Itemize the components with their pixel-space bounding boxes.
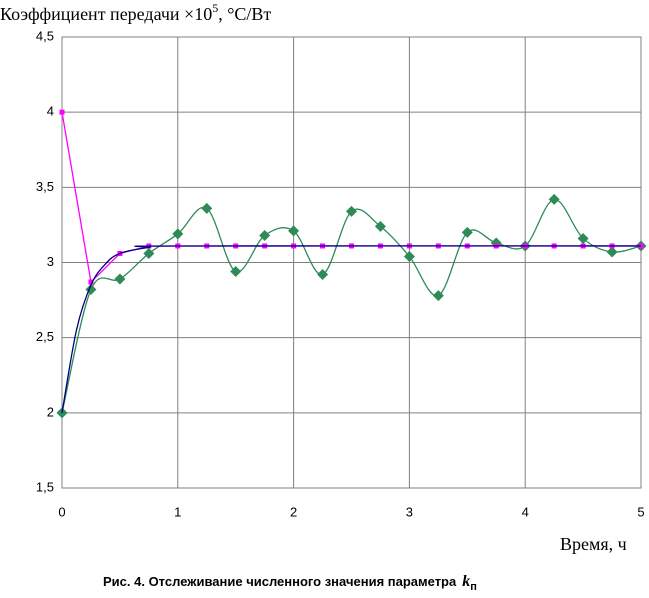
caption-symbol: k bbox=[462, 573, 470, 590]
y-tick-label: 1,5 bbox=[36, 479, 54, 494]
marker bbox=[606, 246, 618, 258]
y-label-sup: 5 bbox=[212, 1, 218, 15]
y-label-text: Коэффициент передачи ×10 bbox=[0, 4, 212, 24]
y-tick-label: 4,5 bbox=[36, 28, 54, 43]
caption: Рис. 4. Отслеживание численного значения… bbox=[103, 573, 477, 593]
caption-sub: п bbox=[470, 581, 477, 593]
marker bbox=[317, 269, 329, 281]
marker bbox=[548, 193, 560, 205]
x-tick-label: 2 bbox=[290, 504, 297, 519]
y-label-unit: , °C/Вт bbox=[218, 4, 271, 24]
marker bbox=[230, 266, 242, 278]
marker bbox=[143, 247, 155, 259]
y-tick-label: 4 bbox=[47, 104, 54, 119]
y-axis-label: Коэффициент передачи ×105, °C/Вт bbox=[0, 1, 271, 24]
x-tick-label: 3 bbox=[406, 504, 413, 519]
marker bbox=[461, 226, 473, 238]
plot-border bbox=[61, 36, 642, 489]
caption-text: Рис. 4. Отслеживание численного значения… bbox=[103, 574, 457, 589]
y-tick-label: 2 bbox=[47, 404, 54, 419]
marker bbox=[201, 202, 213, 214]
x-tick-label: 5 bbox=[637, 504, 644, 519]
x-tick-label: 4 bbox=[522, 504, 529, 519]
marker bbox=[346, 205, 357, 217]
marker bbox=[288, 225, 300, 237]
marker bbox=[114, 273, 126, 285]
x-tick-label: 0 bbox=[58, 504, 65, 519]
x-axis-label: Время, ч bbox=[560, 534, 627, 554]
marker bbox=[259, 229, 271, 241]
marker bbox=[577, 232, 589, 244]
y-tick-label: 2,5 bbox=[36, 329, 54, 344]
marker bbox=[88, 279, 94, 285]
marker bbox=[374, 220, 386, 232]
y-tick-label: 3 bbox=[47, 254, 54, 269]
marker bbox=[403, 250, 415, 262]
series-line bbox=[61, 245, 642, 413]
marker bbox=[172, 228, 184, 240]
x-tick-label: 1 bbox=[174, 504, 181, 519]
marker bbox=[59, 109, 65, 115]
y-tick-label: 3,5 bbox=[36, 179, 54, 194]
marker bbox=[432, 290, 444, 302]
series-line bbox=[61, 198, 642, 413]
